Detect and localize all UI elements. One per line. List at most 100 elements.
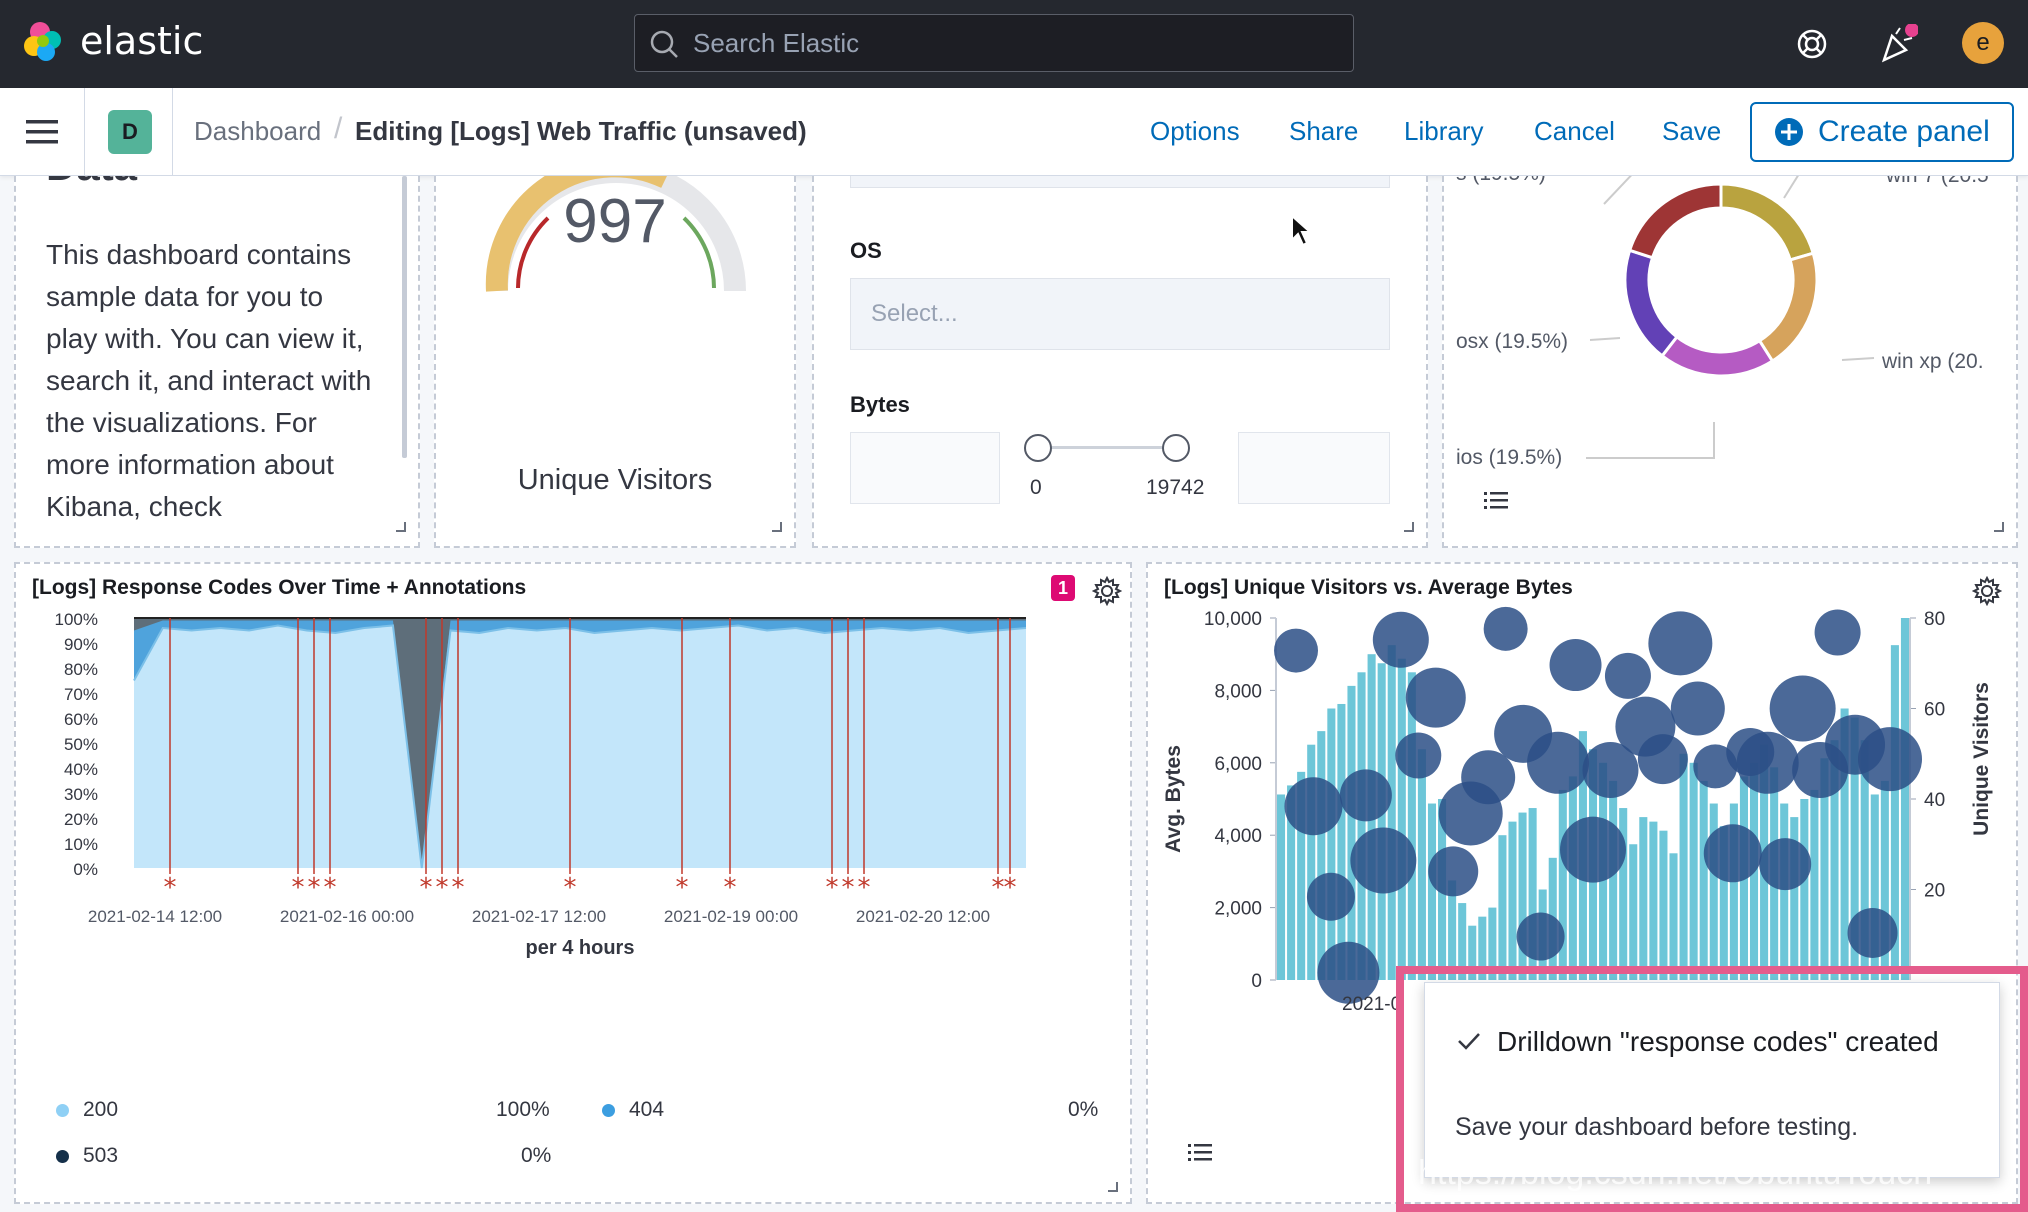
mouse-cursor-icon (1291, 214, 1313, 247)
toast-notification[interactable]: Drilldown "response codes" created Save … (1424, 982, 2000, 1178)
markdown-panel: Data This dashboard contains sample data… (14, 176, 420, 548)
range-min-handle[interactable] (1024, 434, 1052, 462)
pie-slice (1623, 248, 1679, 358)
visitor-bar (1307, 744, 1316, 980)
cancel-link[interactable]: Cancel (1534, 116, 1615, 146)
visitor-bar (1780, 803, 1789, 980)
visitor-bar (1347, 685, 1356, 980)
bytes-min-input[interactable] (850, 432, 1000, 504)
visitor-bar (1880, 780, 1889, 980)
bytes-max-input[interactable] (1238, 432, 1390, 504)
annotation-marker: * (858, 873, 871, 903)
visitor-bar (1890, 645, 1899, 980)
os-pie-panel: s (19.5%) win 7 (20.5 osx (19.5%) win xp… (1442, 176, 2018, 548)
create-panel-button[interactable]: Create panel (1750, 102, 2014, 162)
avg-bytes-bubble (1648, 611, 1713, 676)
y-tick-label: 0% (73, 860, 98, 879)
visitor-bar (1820, 758, 1829, 980)
bytes-label: Bytes (850, 392, 910, 417)
os-select[interactable]: Select... (850, 278, 1390, 350)
resize-handle[interactable] (772, 522, 782, 532)
library-link[interactable]: Library (1404, 116, 1484, 146)
scrollbar[interactable] (402, 176, 407, 458)
resize-handle[interactable] (1108, 1182, 1118, 1192)
visitor-bar (1337, 703, 1346, 980)
search-input[interactable] (691, 15, 1331, 71)
news-feed-icon[interactable] (1876, 22, 1920, 66)
previous-control-field[interactable] (850, 176, 1390, 188)
y-tick-label: 0 (1251, 971, 1262, 992)
visitor-bar (1900, 618, 1909, 980)
visitor-bar (1327, 708, 1336, 980)
visitor-bar (1427, 803, 1437, 980)
avg-bytes-bubble (1339, 769, 1392, 822)
x-tick-label: 2021-02-14 12:00 (88, 907, 222, 926)
toast-title: Drilldown "response codes" created (1497, 1026, 1939, 1057)
avg-bytes-bubble (1483, 606, 1528, 651)
highlight-frame (1396, 966, 2028, 1212)
options-link[interactable]: Options (1150, 116, 1240, 146)
markdown-text: This dashboard contains sample data for … (46, 239, 372, 522)
legend-value-404: 0% (1068, 1098, 1099, 1121)
y-tick-label: 100% (55, 610, 98, 629)
x-axis-label: per 4 hours (526, 937, 635, 959)
avg-bytes-bubble (1527, 731, 1590, 794)
visitor-bar (1639, 817, 1648, 980)
annotation-marker: * (676, 873, 689, 903)
legend-toggle-icon[interactable] (1188, 1142, 1212, 1164)
resize-handle[interactable] (396, 522, 406, 532)
breadcrumb-dashboard[interactable]: Dashboard (194, 116, 322, 146)
y-tick-label: 90% (64, 635, 98, 654)
resize-handle[interactable] (1404, 522, 1414, 532)
help-icon[interactable] (1790, 22, 1834, 66)
resize-handle[interactable] (1994, 522, 2004, 532)
visitor-bar (1528, 808, 1537, 980)
x-tick-label: 2021-02-16 00:00 (280, 907, 414, 926)
top-navigation-bar: elastic e (0, 0, 2028, 88)
annotation-marker: * (842, 873, 855, 903)
global-search[interactable] (634, 14, 1354, 72)
menu-icon[interactable] (26, 118, 60, 151)
avg-bytes-bubble (1284, 777, 1343, 836)
annotation-marker: * (826, 873, 839, 903)
legend-item-404[interactable]: 404 (602, 1098, 664, 1122)
brand-name: elastic (80, 19, 204, 63)
avg-bytes-bubble (1461, 750, 1516, 805)
avg-bytes-bubble (1395, 732, 1442, 779)
avg-bytes-bubble (1604, 652, 1651, 699)
response-codes-chart: 100%90%80%70%60%50%40%30%20%10%0%* * * * * * *… (55, 610, 1027, 959)
pie-label-top-left: s (19.5%) (1456, 176, 1546, 186)
x-tick-label: 2021-02-17 12:00 (472, 907, 606, 926)
range-min-value: 0 (1030, 476, 1042, 499)
drilldown-count-badge: 1 (1051, 575, 1075, 601)
y-tick-label: 70% (64, 685, 98, 704)
gear-icon[interactable] (1092, 576, 1122, 606)
range-max-handle[interactable] (1162, 434, 1190, 462)
annotation-marker: * (564, 873, 577, 903)
panel-title: [Logs] Unique Visitors vs. Average Bytes (1164, 576, 1573, 599)
gauge-panel: 997 Unique Visitors (434, 176, 796, 548)
x-tick-label: 2021-0 (1342, 994, 1401, 1015)
avg-bytes-bubble (1814, 609, 1861, 656)
pie-slice (1627, 182, 1723, 260)
gauge-chart: 997 (485, 176, 746, 292)
space-avatar[interactable]: D (108, 110, 152, 154)
legend-dot (56, 1149, 69, 1163)
visitor-bar (1317, 731, 1326, 980)
y-tick-label: 2,000 (1214, 899, 1262, 920)
elastic-logo[interactable]: elastic (20, 18, 203, 64)
markdown-heading: Data (46, 176, 137, 190)
save-link[interactable]: Save (1662, 116, 1722, 146)
share-link[interactable]: Share (1289, 116, 1359, 146)
legend-toggle-icon[interactable] (1484, 490, 1508, 512)
avg-bytes-bubble (1736, 731, 1799, 794)
pie-label-winxp: win xp (20. (1882, 350, 1984, 373)
user-avatar[interactable]: e (1962, 22, 2004, 64)
visitor-bar (1377, 663, 1386, 980)
legend-item-503[interactable]: 503 (56, 1144, 118, 1168)
annotation-marker: * (1004, 873, 1017, 903)
legend-item-200[interactable]: 200 (56, 1098, 118, 1122)
gear-icon[interactable] (1972, 576, 2002, 606)
visitor-bar (1850, 717, 1859, 980)
pie-label-win7: win 7 (20.5 (1886, 176, 1989, 188)
